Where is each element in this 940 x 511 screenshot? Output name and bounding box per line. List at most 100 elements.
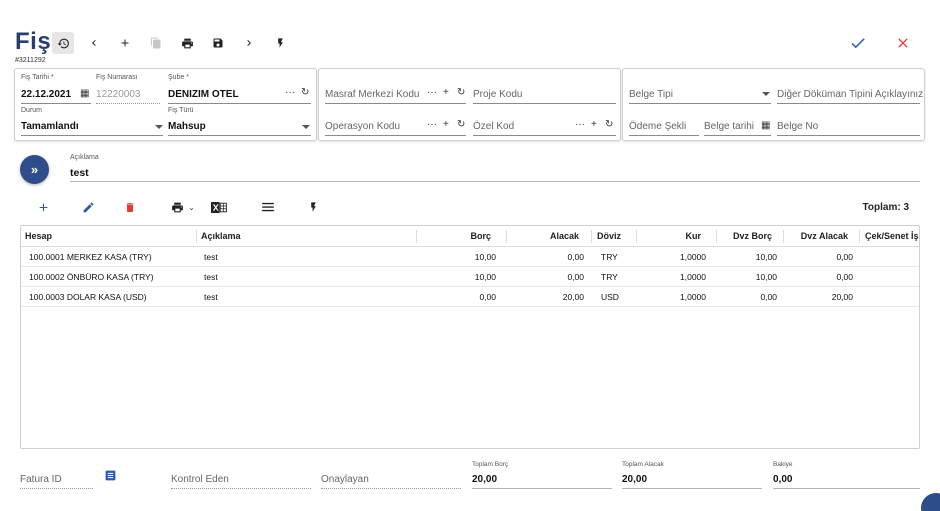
document-list-icon[interactable] — [104, 469, 117, 485]
document-id: #3211292 — [15, 57, 46, 64]
durum-label: Durum — [21, 107, 43, 114]
chevron-left-icon[interactable] — [83, 32, 105, 54]
durum-field[interactable]: Tamamlandı — [21, 121, 79, 132]
total-count: Toplam: 3 — [862, 202, 909, 213]
cell-dvz-alacak: 0,00 — [836, 252, 853, 262]
ozel-kod-field[interactable]: Özel Kod — [473, 121, 515, 132]
calendar-icon[interactable]: ▦ — [761, 120, 771, 131]
cell-kur: 1,0000 — [680, 252, 706, 262]
cell-borc: 0,00 — [479, 292, 496, 302]
add-row-icon[interactable] — [32, 196, 54, 218]
codes-card: Masraf Merkezi Kodu ··· + ↻ Proje Kodu O… — [318, 68, 621, 141]
lightning-icon[interactable] — [302, 196, 324, 218]
entries-table: Hesap Açıklama Borç Alacak Döviz Kur Dvz… — [20, 225, 920, 449]
sube-field[interactable]: DENIZIM OTEL — [168, 89, 239, 100]
cell-kur: 1,0000 — [680, 272, 706, 282]
more-icon[interactable]: ··· — [575, 119, 585, 130]
print-icon[interactable] — [176, 32, 198, 54]
toplam-borc-label: Toplam Borç — [472, 461, 509, 468]
check-icon[interactable] — [847, 32, 869, 54]
fis-tarihi-label: Fiş Tarihi * — [21, 74, 54, 81]
toplam-borc-value: 20,00 — [472, 474, 498, 485]
refresh-icon[interactable]: ↻ — [457, 119, 466, 130]
cell-aciklama: test — [204, 292, 218, 302]
edit-icon[interactable] — [77, 196, 99, 218]
bakiye-value: 0,00 — [773, 474, 793, 485]
table-header: Hesap Açıklama Borç Alacak Döviz Kur Dvz… — [21, 226, 919, 247]
calendar-icon[interactable]: ▦ — [80, 88, 90, 99]
cell-dvz-borc: 10,00 — [755, 252, 777, 262]
kontrol-eden-field[interactable]: Kontrol Eden — [171, 474, 229, 485]
cell-hesap: 100.0001 MERKEZ KASA (TRY) — [29, 252, 152, 262]
refresh-icon[interactable]: ↻ — [605, 119, 614, 130]
fatura-id-field[interactable]: Fatura ID — [20, 474, 62, 485]
cell-aciklama: test — [204, 252, 218, 262]
plus-icon[interactable]: + — [443, 119, 449, 130]
fis-numarasi-label: Fiş Numarası — [96, 74, 138, 81]
table-row[interactable]: 100.0003 DOLAR KASA (USD) test 0,00 20,0… — [21, 287, 919, 307]
chevron-down-icon[interactable] — [302, 125, 310, 129]
operasyon-kodu-field[interactable]: Operasyon Kodu — [325, 121, 401, 132]
column-header-dvz-borc[interactable]: Dvz Borç — [732, 231, 772, 241]
cell-doviz: TRY — [601, 272, 618, 282]
belge-tarihi-field[interactable]: Belge tarihi — [704, 121, 755, 132]
cell-dvz-borc: 10,00 — [755, 272, 777, 282]
fis-turu-label: Fiş Türü — [168, 107, 194, 114]
belge-no-field[interactable]: Belge No — [777, 121, 819, 132]
column-header-dvz-alacak[interactable]: Dvz Alacak — [800, 231, 848, 241]
cell-kur: 1,0000 — [680, 292, 706, 302]
copy-icon[interactable] — [145, 32, 167, 54]
close-icon[interactable] — [892, 32, 914, 54]
refresh-icon[interactable]: ↻ — [457, 87, 466, 98]
aciklama-label: Açıklama — [70, 154, 99, 161]
print-menu-icon[interactable]: ⌄ — [166, 196, 200, 218]
more-icon[interactable]: ··· — [427, 119, 437, 130]
sube-label: Şube * — [168, 74, 190, 81]
more-icon[interactable]: ··· — [285, 87, 295, 98]
proje-kodu-field[interactable]: Proje Kodu — [473, 89, 523, 100]
belge-tipi-field[interactable]: Belge Tipi — [629, 89, 673, 100]
lightning-icon[interactable] — [269, 32, 291, 54]
main-info-card: Fiş Tarihi * 22.12.2021 ▦ Fiş Numarası 1… — [14, 68, 317, 141]
diger-dokuman-field[interactable]: Diğer Döküman Tipini Açıklayınız — [777, 89, 924, 100]
table-row[interactable]: 100.0001 MERKEZ KASA (TRY) test 10,00 0,… — [21, 247, 919, 267]
chevron-right-icon[interactable] — [238, 32, 260, 54]
chevron-down-icon[interactable] — [155, 125, 163, 129]
column-header-doviz[interactable]: Döviz — [597, 231, 622, 241]
delete-icon[interactable] — [119, 196, 141, 218]
cell-borc: 10,00 — [474, 252, 496, 262]
plus-icon[interactable]: + — [591, 119, 597, 130]
floating-action-button[interactable] — [921, 493, 940, 511]
column-header-cek-senet[interactable]: Çek/Senet İş — [865, 231, 919, 241]
masraf-merkezi-field[interactable]: Masraf Merkezi Kodu — [325, 89, 420, 100]
more-icon[interactable]: ··· — [427, 87, 437, 98]
save-icon[interactable] — [207, 32, 229, 54]
cell-doviz: USD — [601, 292, 619, 302]
column-header-aciklama[interactable]: Açıklama — [201, 231, 241, 241]
onaylayan-field[interactable]: Onaylayan — [321, 474, 369, 485]
fis-turu-field[interactable]: Mahsup — [168, 121, 206, 132]
page-title: Fiş — [15, 28, 52, 55]
fis-numarasi-field: 12220003 — [96, 89, 141, 100]
menu-icon[interactable] — [257, 196, 279, 218]
table-row[interactable]: 100.0002 ÖNBÜRO KASA (TRY) test 10,00 0,… — [21, 267, 919, 287]
chevron-down-icon[interactable] — [762, 92, 770, 96]
document-card: Belge Tipi Diğer Döküman Tipini Açıklayı… — [622, 68, 925, 141]
refresh-icon[interactable]: ↻ — [301, 87, 310, 98]
toplam-alacak-label: Toplam Alacak — [622, 461, 664, 468]
cell-hesap: 100.0003 DOLAR KASA (USD) — [29, 292, 147, 302]
aciklama-field[interactable]: test — [70, 167, 89, 179]
cell-hesap: 100.0002 ÖNBÜRO KASA (TRY) — [29, 272, 154, 282]
excel-icon[interactable] — [208, 196, 230, 218]
column-header-borc[interactable]: Borç — [470, 231, 491, 241]
expand-icon[interactable]: » — [20, 155, 49, 184]
plus-icon[interactable]: + — [443, 87, 449, 98]
column-header-hesap[interactable]: Hesap — [25, 231, 53, 241]
history-icon[interactable] — [52, 32, 74, 54]
cell-dvz-borc: 0,00 — [760, 292, 777, 302]
odeme-sekli-field[interactable]: Ödeme Şekli — [629, 121, 687, 132]
column-header-kur[interactable]: Kur — [685, 231, 702, 241]
plus-icon[interactable] — [114, 32, 136, 54]
column-header-alacak[interactable]: Alacak — [549, 231, 579, 241]
fis-tarihi-field[interactable]: 22.12.2021 — [21, 89, 72, 100]
